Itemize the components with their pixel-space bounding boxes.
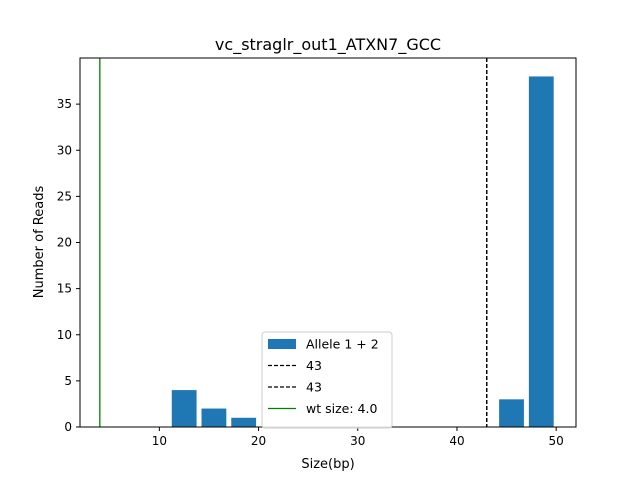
- legend-label-3: wt size: 4.0: [306, 401, 377, 416]
- legend-box: [261, 331, 393, 429]
- x-tick-label-0: 10: [152, 434, 167, 448]
- y-tick-label-5: 25: [57, 189, 72, 203]
- y-tick-label-4: 20: [57, 236, 72, 250]
- legend-label-2: 43: [306, 380, 322, 395]
- bar-0-3: [499, 399, 524, 427]
- y-axis-label: Number of Reads: [32, 186, 47, 299]
- y-tick-label-0: 0: [64, 420, 72, 434]
- chart-title: vc_straglr_out1_ATXN7_GCC: [215, 35, 441, 55]
- y-tick-label-6: 30: [57, 143, 72, 157]
- legend-label-0: Allele 1 + 2: [306, 337, 379, 352]
- legend-swatch-0: [268, 339, 296, 349]
- y-tick-label-1: 5: [64, 374, 72, 388]
- bar-0-0: [171, 390, 197, 427]
- y-tick-label-7: 35: [57, 97, 72, 111]
- x-axis-label: Size(bp): [301, 457, 354, 472]
- legend: Allele 1 + 2 43 43 wt size: 4.0: [261, 331, 393, 429]
- bar-0-2: [231, 417, 257, 427]
- legend-label-1: 43: [306, 358, 322, 373]
- x-tick-label-3: 40: [449, 434, 464, 448]
- x-tick-label-1: 20: [251, 434, 266, 448]
- x-tick-label-4: 50: [549, 434, 564, 448]
- y-tick-label-3: 15: [57, 282, 72, 296]
- bar-0-1: [201, 408, 227, 427]
- bar-0-4: [528, 76, 554, 427]
- y-tick-label-2: 10: [57, 328, 72, 342]
- x-tick-label-2: 30: [350, 434, 365, 448]
